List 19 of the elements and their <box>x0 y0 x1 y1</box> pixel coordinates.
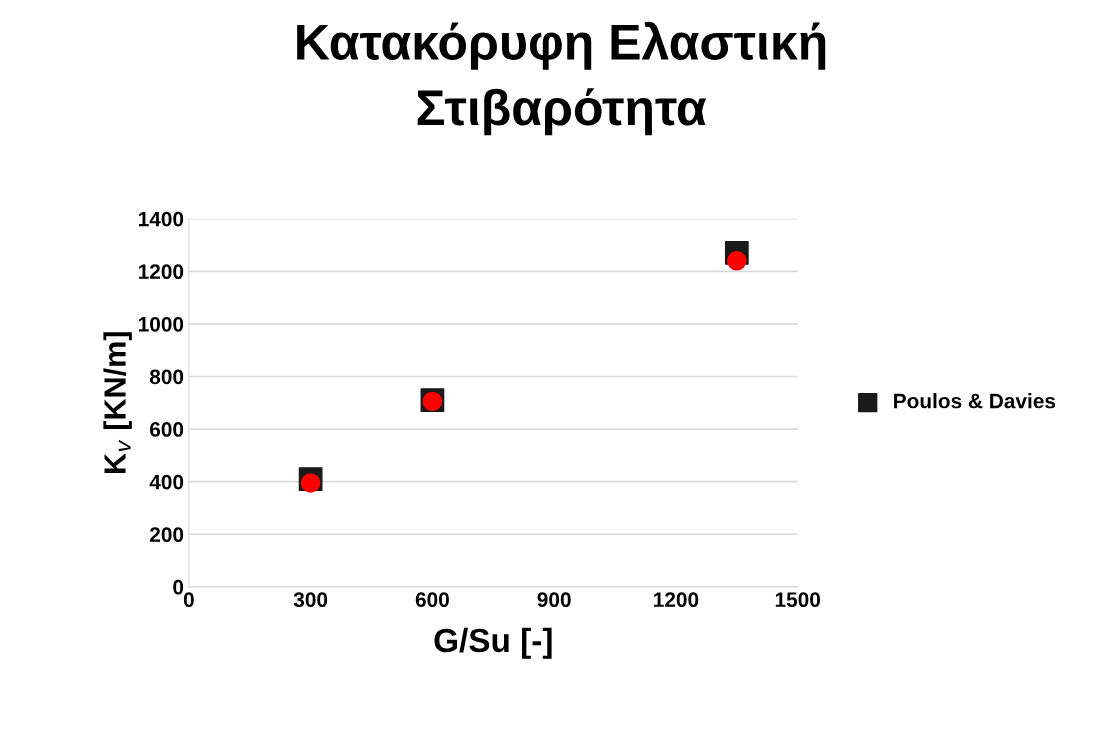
x-tick-label: 300 <box>293 592 328 608</box>
y-tick-label: 1400 <box>138 211 184 227</box>
x-tick-label: 1500 <box>775 592 821 608</box>
x-tick-label: 600 <box>415 592 449 608</box>
x-tick-label: 900 <box>537 592 571 608</box>
y-tick-label: 200 <box>149 527 184 543</box>
y-axis-title: K$_{v}$ [KN/m] <box>103 332 132 473</box>
y-tick-label: 400 <box>149 474 184 490</box>
y-tick-label: 1200 <box>138 264 184 280</box>
legend-label: Poulos & Davies <box>894 393 1056 409</box>
chart-title: Κατακόρυφη Ελαστική Στιβαρότητα <box>297 21 826 136</box>
y-tick-label: 0 <box>173 579 184 595</box>
y-tick-label: 600 <box>150 422 184 437</box>
x-axis-title: G/Su [-] <box>434 627 552 659</box>
x-tick-label: 1200 <box>654 592 699 608</box>
x-tick-label: 0 <box>183 592 194 608</box>
y-tick-label: 1000 <box>138 316 184 332</box>
y-tick-label: 800 <box>149 369 184 385</box>
point <box>300 473 321 493</box>
